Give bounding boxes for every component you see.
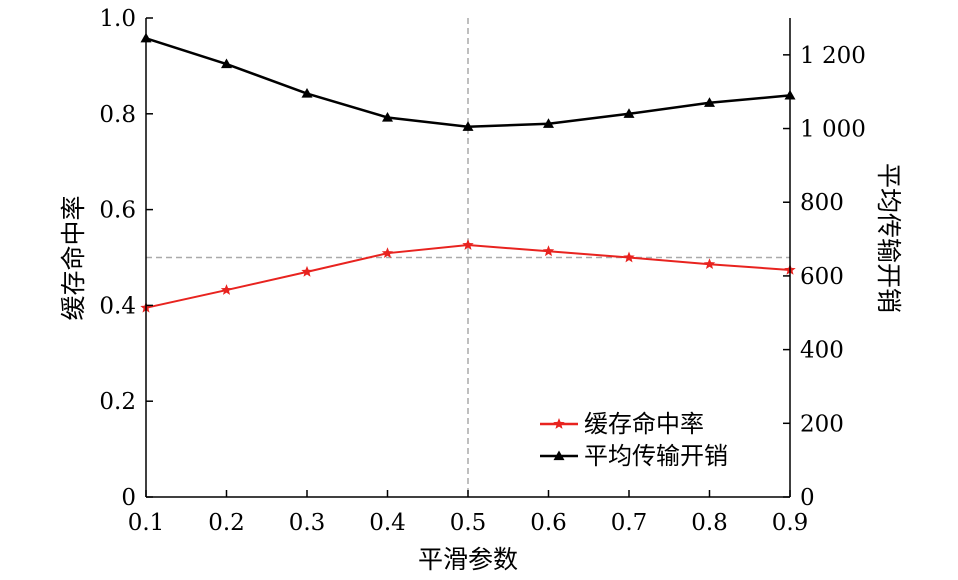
data-point-triangle-1 — [221, 58, 232, 69]
legend-triangle-icon — [553, 450, 565, 461]
x-tick-label: 0.9 — [772, 510, 809, 536]
data-point-triangle-3 — [382, 111, 393, 122]
x-tick-label: 0.7 — [611, 510, 648, 536]
y-right-tick-label: 800 — [800, 190, 844, 216]
legend-star-icon — [553, 418, 565, 429]
data-point-star-7 — [703, 258, 716, 270]
data-point-star-2 — [301, 265, 313, 277]
data-point-triangle-4 — [462, 121, 474, 131]
legend-label-transfer-cost: 平均传输开销 — [584, 442, 728, 470]
x-tick-label: 0.8 — [691, 510, 728, 536]
data-point-star-4 — [462, 239, 474, 250]
y-left-tick-label: 1.0 — [99, 6, 136, 32]
y-right-tick-label: 1 000 — [800, 117, 866, 143]
x-tick-label: 0.2 — [208, 510, 245, 536]
y-left-tick-label: 0.4 — [99, 293, 136, 319]
y-left-tick-label: 0 — [121, 485, 136, 511]
ticks: 0.1 0.2 0.3 0.4 0.5 0.6 0.7 0.8 0.900.20.40.60.8… — [99, 6, 865, 536]
y-left-tick-label: 0.8 — [99, 102, 136, 128]
y-right-tick-label: 0 — [800, 485, 815, 511]
data-point-star-6 — [623, 251, 635, 263]
x-tick-label: 0.3 — [289, 510, 326, 536]
data-point-star-1 — [220, 284, 233, 295]
y-axis-right-label: 平均传输开销 — [874, 163, 903, 313]
x-tick-label: 0.4 — [369, 510, 406, 536]
y-right-tick-label: 200 — [800, 411, 844, 437]
x-tick-label: 0.6 — [530, 510, 567, 536]
data-point-star-5 — [542, 245, 555, 257]
y-left-tick-label: 0.2 — [99, 389, 136, 415]
y-right-tick-label: 600 — [800, 264, 844, 290]
x-axis-label: 平滑参数 — [418, 545, 518, 574]
y-right-tick-label: 1 200 — [800, 43, 866, 69]
legend-label-hit-rate: 缓存命中率 — [584, 410, 704, 438]
y-left-tick-label: 0.6 — [99, 198, 136, 224]
data-point-star-3 — [381, 247, 394, 259]
data-point-triangle-5 — [543, 118, 554, 128]
legend: 缓存命中率 平均传输开销 — [540, 410, 728, 470]
data-point-triangle-7 — [704, 97, 715, 107]
reference-lines — [146, 18, 790, 497]
data-point-triangle-2 — [301, 88, 313, 98]
x-tick-label: 0.5 — [450, 510, 487, 536]
x-tick-label: 0.1 — [128, 510, 165, 536]
y-axis-left-label: 缓存命中率 — [59, 195, 88, 320]
data-point-triangle-6 — [623, 108, 635, 118]
y-right-tick-label: 400 — [800, 338, 844, 364]
